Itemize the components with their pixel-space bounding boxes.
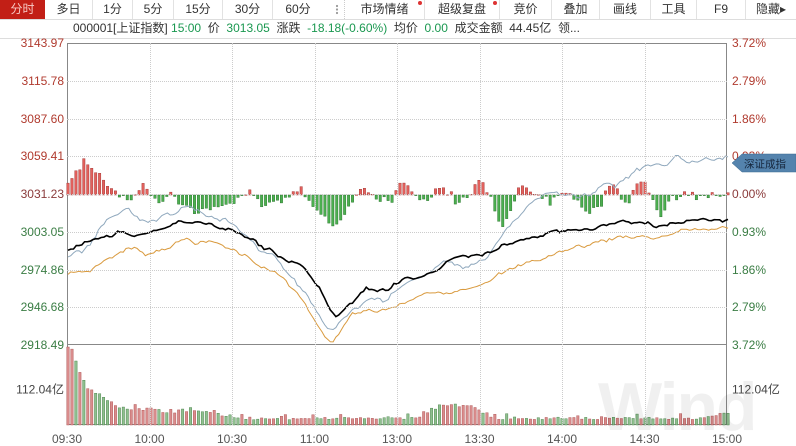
svg-text:深证成指: 深证成指 bbox=[744, 158, 786, 171]
